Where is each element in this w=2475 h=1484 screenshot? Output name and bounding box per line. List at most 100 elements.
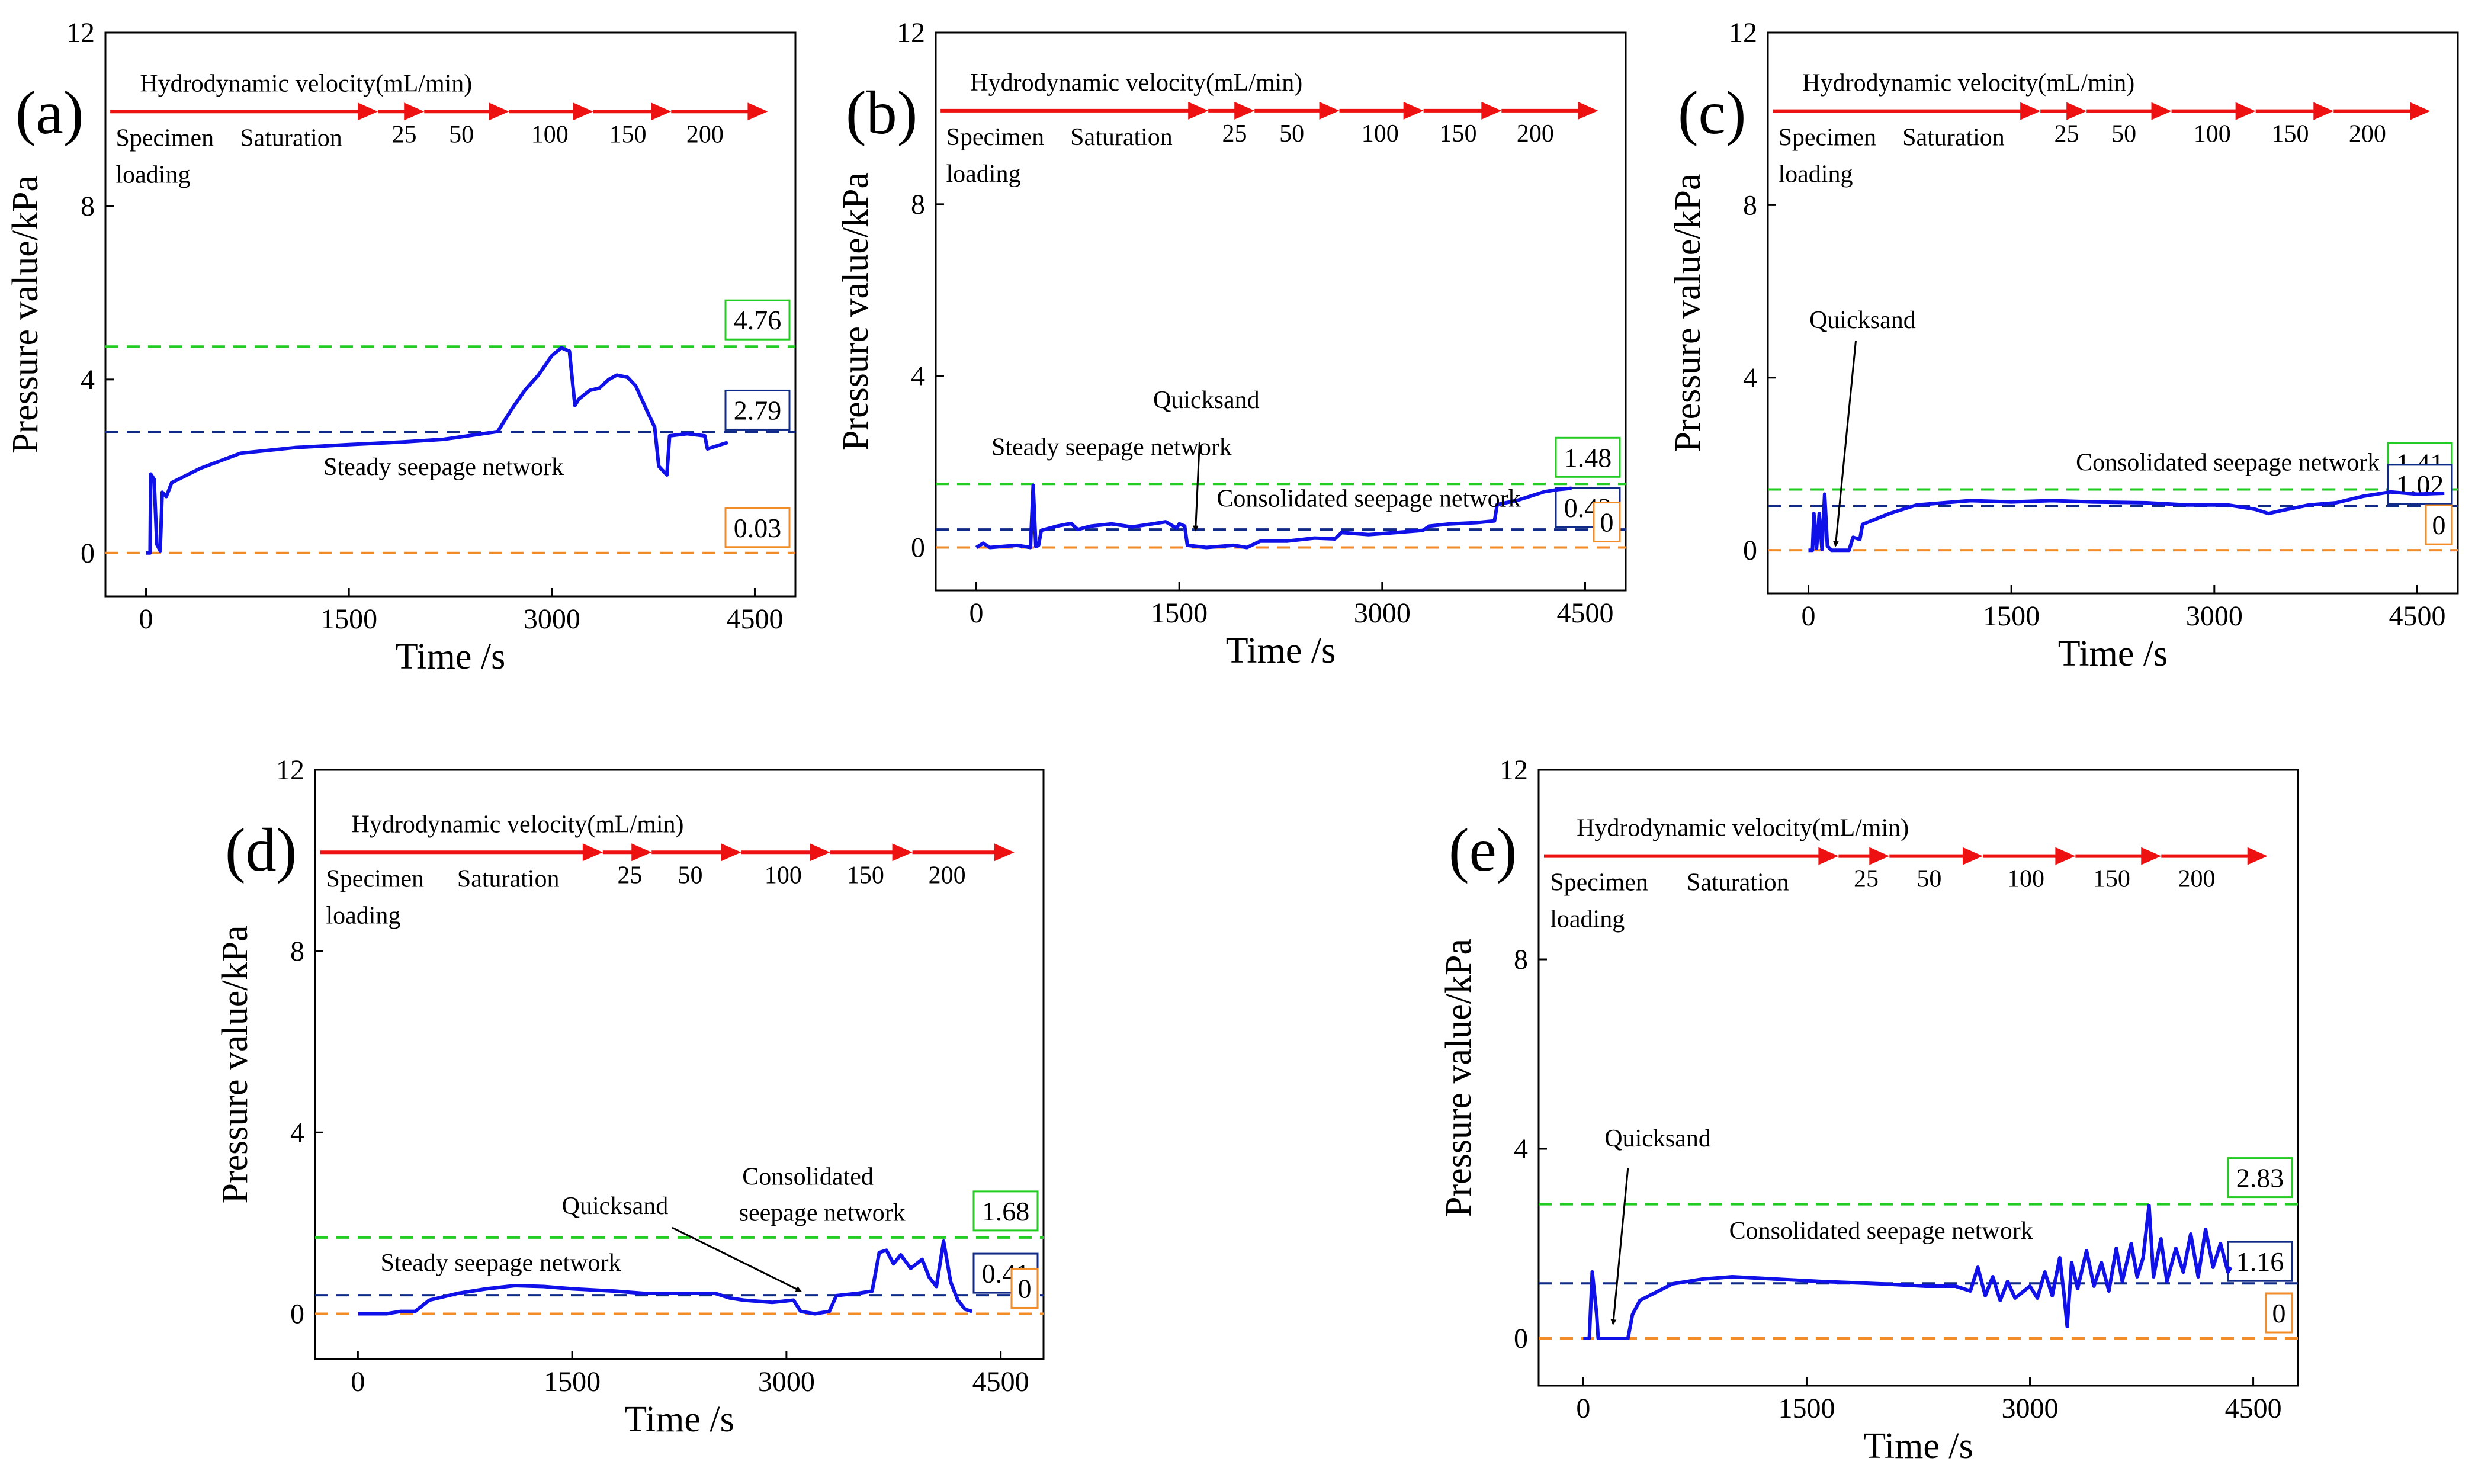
panel-a: 0 1500 3000 4500 0 4 8 12 Time /s Pressure value/…: [5, 17, 797, 677]
stage-label-saturation: Saturation: [457, 865, 560, 892]
velocity-label-25: 25: [1854, 866, 1879, 893]
y-tick-label: 12: [897, 17, 925, 49]
stage-label-specimen: Specimen: [946, 124, 1044, 151]
panel-label: (b): [846, 79, 917, 147]
x-axis-label: Time /s: [624, 1399, 734, 1440]
x-axis-label: Time /s: [2058, 634, 2168, 674]
annotation-text: Quicksand: [1153, 387, 1260, 414]
y-tick-label: 4: [1514, 1133, 1528, 1165]
velocity-label-150: 150: [2271, 121, 2309, 148]
velocity-label-25: 25: [2054, 121, 2079, 148]
reference-value-mean: 2.79: [734, 395, 782, 425]
velocity-label-50: 50: [1279, 120, 1304, 147]
velocity-header-title: Hydrodynamic velocity(mL/min): [970, 69, 1302, 97]
y-tick-label: 0: [290, 1298, 304, 1329]
y-axis-label: Pressure value/kPa: [5, 175, 46, 454]
velocity-label-50: 50: [1917, 866, 1941, 893]
velocity-arrow-head: [2313, 102, 2334, 120]
reference-value-box-zero: [724, 507, 791, 548]
velocity-arrow-head: [994, 843, 1015, 862]
y-tick-label: 12: [276, 754, 304, 786]
x-axis-label: Time /s: [1863, 1426, 1973, 1466]
velocity-arrow-head: [810, 843, 830, 862]
y-axis-label: Pressure value/kPa: [215, 925, 255, 1203]
x-axis-label: Time /s: [396, 637, 506, 677]
velocity-header-title: Hydrodynamic velocity(mL/min): [1802, 70, 2134, 97]
velocity-arrow-head: [1869, 847, 1890, 865]
velocity-arrow-head: [573, 102, 593, 121]
annotation-arrow: [1610, 1167, 1629, 1325]
x-tick-label: 1500: [320, 603, 377, 635]
y-tick-label: 0: [911, 532, 925, 564]
velocity-arrow-head: [1319, 101, 1340, 120]
x-tick-label: 4500: [2225, 1393, 2282, 1424]
pressure-series-line: [358, 1239, 973, 1316]
velocity-arrow-head: [1403, 101, 1424, 120]
velocity-label-100: 100: [531, 121, 569, 148]
pressure-series-line: [146, 346, 728, 555]
velocity-arrow-head: [2410, 102, 2431, 120]
x-tick-label: 4500: [726, 603, 783, 635]
stage-label-saturation: Saturation: [1902, 124, 2005, 152]
velocity-header-title: Hydrodynamic velocity(mL/min): [1577, 815, 1909, 842]
velocity-label-100: 100: [765, 862, 802, 889]
x-tick-label: 1500: [1983, 600, 2040, 632]
velocity-arrow-head: [2020, 102, 2041, 120]
reference-value-box-max: [1555, 436, 1621, 478]
velocity-label-100: 100: [2194, 121, 2231, 148]
y-tick-label: 4: [290, 1117, 304, 1148]
plot-frame: [104, 31, 797, 598]
y-tick-label: 8: [290, 936, 304, 967]
y-axis-label: Pressure value/kPa: [1668, 174, 1708, 452]
velocity-label-150: 150: [1439, 120, 1476, 147]
stage-label-saturation: Saturation: [240, 124, 342, 152]
velocity-arrow-head: [2066, 102, 2087, 120]
y-axis-label: Pressure value/kPa: [1439, 939, 1479, 1217]
y-tick-label: 4: [81, 364, 95, 396]
y-axis-label: Pressure value/kPa: [836, 172, 876, 451]
velocity-arrow-head: [747, 102, 768, 121]
annotation-text: seepage network: [739, 1200, 906, 1227]
annotation-text: Quicksand: [1809, 307, 1916, 334]
reference-value-box-mean: [2387, 464, 2453, 505]
reference-value-max: 2.83: [2236, 1163, 2284, 1193]
x-tick-label: 4500: [972, 1366, 1029, 1398]
velocity-label-50: 50: [678, 862, 703, 889]
reference-value-zero: 0: [1600, 507, 1614, 538]
velocity-label-25: 25: [1222, 120, 1247, 147]
velocity-arrow-head: [489, 102, 509, 121]
velocity-label-150: 150: [847, 862, 884, 889]
stage-label-loading: loading: [1550, 906, 1625, 933]
velocity-label-150: 150: [2093, 866, 2130, 893]
x-tick-label: 0: [1802, 600, 1816, 632]
velocity-header-title: Hydrodynamic velocity(mL/min): [140, 70, 472, 97]
reference-value-box-mean: [724, 389, 791, 431]
annotation-arrow: [672, 1226, 802, 1292]
panel-label: (c): [1678, 79, 1746, 147]
reference-value-max: 1.48: [1564, 442, 1612, 473]
stage-label-specimen: Specimen: [326, 865, 424, 892]
y-tick-label: 12: [66, 17, 95, 49]
velocity-label-200: 200: [686, 121, 724, 148]
velocity-arrow-head: [1188, 101, 1209, 120]
velocity-arrow-head: [2247, 847, 2268, 865]
velocity-label-200: 200: [2178, 866, 2215, 893]
plot-frame: [1767, 31, 2459, 595]
stage-label-loading: loading: [1778, 161, 1853, 188]
plot-frame: [935, 31, 1627, 592]
x-tick-label: 0: [351, 1366, 365, 1398]
velocity-label-50: 50: [449, 121, 474, 148]
pressure-series-line: [1808, 490, 2445, 553]
pressure-series-line: [975, 483, 1572, 550]
stage-label-loading: loading: [946, 160, 1020, 188]
velocity-header-title: Hydrodynamic velocity(mL/min): [352, 811, 684, 838]
annotation-text: Quicksand: [562, 1193, 669, 1220]
stage-label-specimen: Specimen: [1778, 124, 1876, 152]
y-tick-label: 12: [1500, 754, 1528, 786]
y-tick-label: 0: [81, 538, 95, 569]
reference-value-zero: 0: [2432, 510, 2446, 540]
y-tick-label: 8: [81, 191, 95, 222]
